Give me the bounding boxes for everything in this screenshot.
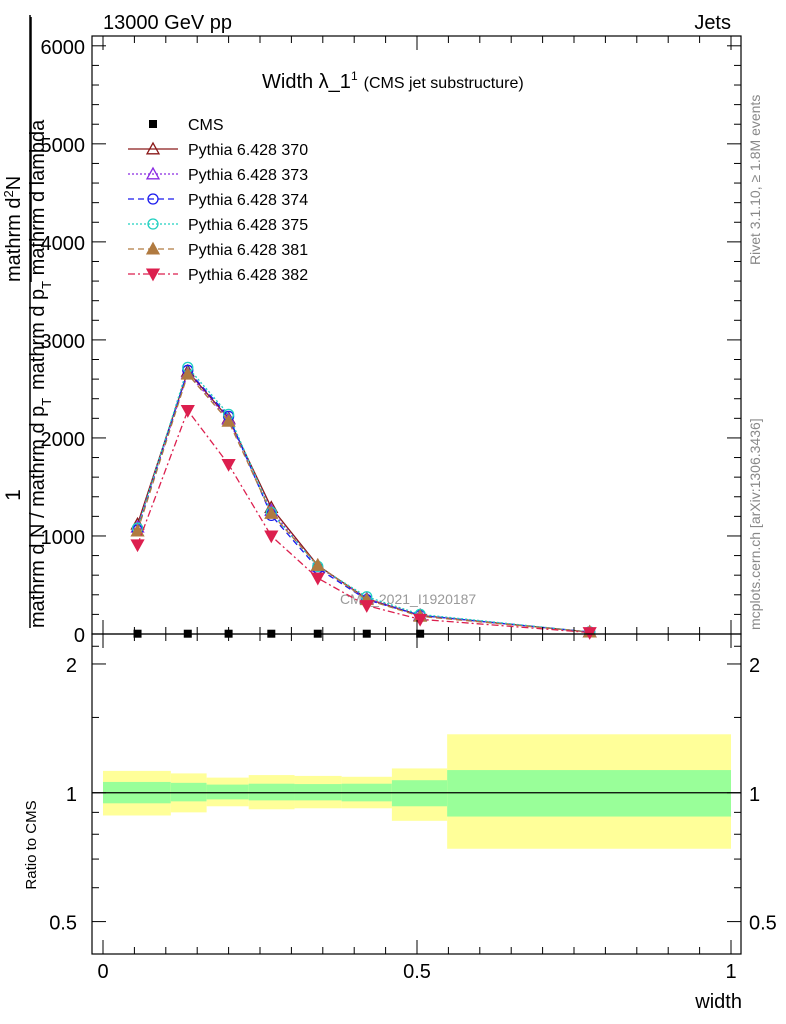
main-ytick-label-0: 0 — [74, 625, 85, 647]
stat-band-2 — [206, 784, 249, 800]
main-ylabel: 1 mathrm d N / mathrm d pT mathrm d2N ma… — [1, 15, 54, 628]
series-line-6 — [136, 409, 590, 634]
ylabel-denominator: mathrm d N / mathrm d pT — [27, 398, 54, 628]
legend-marker-2 — [145, 166, 161, 180]
ratio-ytick-label-left-2: 2 — [66, 655, 77, 677]
ratio-ytick-label-right-2: 2 — [749, 655, 760, 677]
header-jets-label: Jets — [694, 12, 731, 34]
main-ytick-label-3: 3000 — [41, 331, 86, 353]
ratio-axes: 0.5 0.5 1 1 2 2 0 0.5 1 — [49, 633, 777, 983]
legend-label-0: CMS — [188, 117, 224, 134]
mcplots-source-label: mcplots.cern.ch [arXiv:1306.3436] — [747, 418, 763, 630]
xaxis-label: width — [694, 991, 742, 1013]
main-ytick-label-4: 4000 — [41, 233, 86, 255]
series-6-point-1 — [180, 405, 195, 418]
legend-marker-1 — [145, 141, 161, 155]
main-ytick-label-2: 2000 — [41, 429, 86, 451]
legend-marker-3 — [147, 193, 159, 205]
series-6-point-0 — [130, 539, 145, 553]
legend: CMS Pythia 6.428 370 Pythia 6.428 373 Pythi… — [128, 117, 308, 284]
stat-band-1 — [170, 782, 207, 802]
series-5-point-3 — [264, 506, 279, 519]
xtick-label-1: 0.5 — [403, 961, 431, 983]
title-main: Width λ_1 — [262, 71, 351, 93]
series-5-point-1 — [180, 366, 195, 380]
series-5-point-2 — [221, 413, 236, 427]
xtick-label-2: 1 — [725, 961, 736, 983]
series-5-point-0 — [130, 523, 145, 537]
ratio-uncertainty-bands — [92, 734, 741, 849]
rivet-version-label: Rivet 3.1.10, ≥ 1.8M events — [747, 95, 763, 265]
xtick-label-0: 0 — [97, 961, 108, 983]
main-ytick-label-1: 1000 — [41, 527, 86, 549]
legend-marker-4 — [147, 218, 159, 230]
series-5-point-4 — [310, 558, 325, 571]
legend-label-2: Pythia 6.428 373 — [188, 167, 308, 184]
ylabel-right-denominator: mathrm d pT mathrm d lambda — [27, 119, 54, 390]
series-6-point-6 — [413, 613, 428, 627]
legend-label-5: Pythia 6.428 381 — [188, 242, 308, 259]
title-superscript: 1 — [351, 69, 358, 83]
main-ytick-label-6: 6000 — [41, 37, 86, 59]
series-6-point-4 — [310, 572, 325, 586]
ratio-ytick-label-right-0: 0.5 — [749, 913, 777, 935]
main-ytick-label-5: 5000 — [41, 135, 86, 157]
series-line-3 — [136, 369, 590, 633]
main-title: Width λ_11 (CMS jet substructure) — [262, 69, 524, 93]
series-6-point-2 — [221, 458, 236, 472]
legend-marker-5 — [145, 241, 161, 255]
legend-marker-0 — [149, 120, 157, 128]
header-energy-label: 13000 GeV pp — [103, 12, 232, 34]
legend-label-1: Pythia 6.428 370 — [188, 142, 308, 159]
legend-marker-6 — [145, 268, 161, 282]
ratio-ytick-label-left-0: 0.5 — [49, 913, 77, 935]
ratio-ytick-label-right-1: 1 — [749, 784, 760, 806]
legend-label-3: Pythia 6.428 374 — [188, 192, 308, 209]
stat-band-3 — [248, 783, 295, 801]
legend-label-4: Pythia 6.428 375 — [188, 217, 308, 234]
ylabel-right-numerator: mathrm d2N — [1, 176, 25, 282]
legend-label-6: Pythia 6.428 382 — [188, 267, 308, 284]
analysis-watermark: CMS_2021_I1920187 — [340, 591, 476, 607]
series-6-point-7 — [582, 627, 597, 640]
ylabel-numerator: 1 — [2, 489, 25, 501]
main-series-layer — [130, 361, 597, 640]
ratio-ytick-label-left-1: 1 — [66, 784, 77, 806]
main-axes: 0 1000 2000 3000 4000 5000 6000 — [41, 35, 742, 647]
ratio-ylabel: Ratio to CMS — [23, 800, 40, 889]
series-line-5 — [136, 372, 590, 633]
series-6-point-3 — [264, 530, 279, 544]
title-parenthetical: (CMS jet substructure) — [364, 75, 524, 92]
series-6-point-5 — [359, 600, 374, 613]
